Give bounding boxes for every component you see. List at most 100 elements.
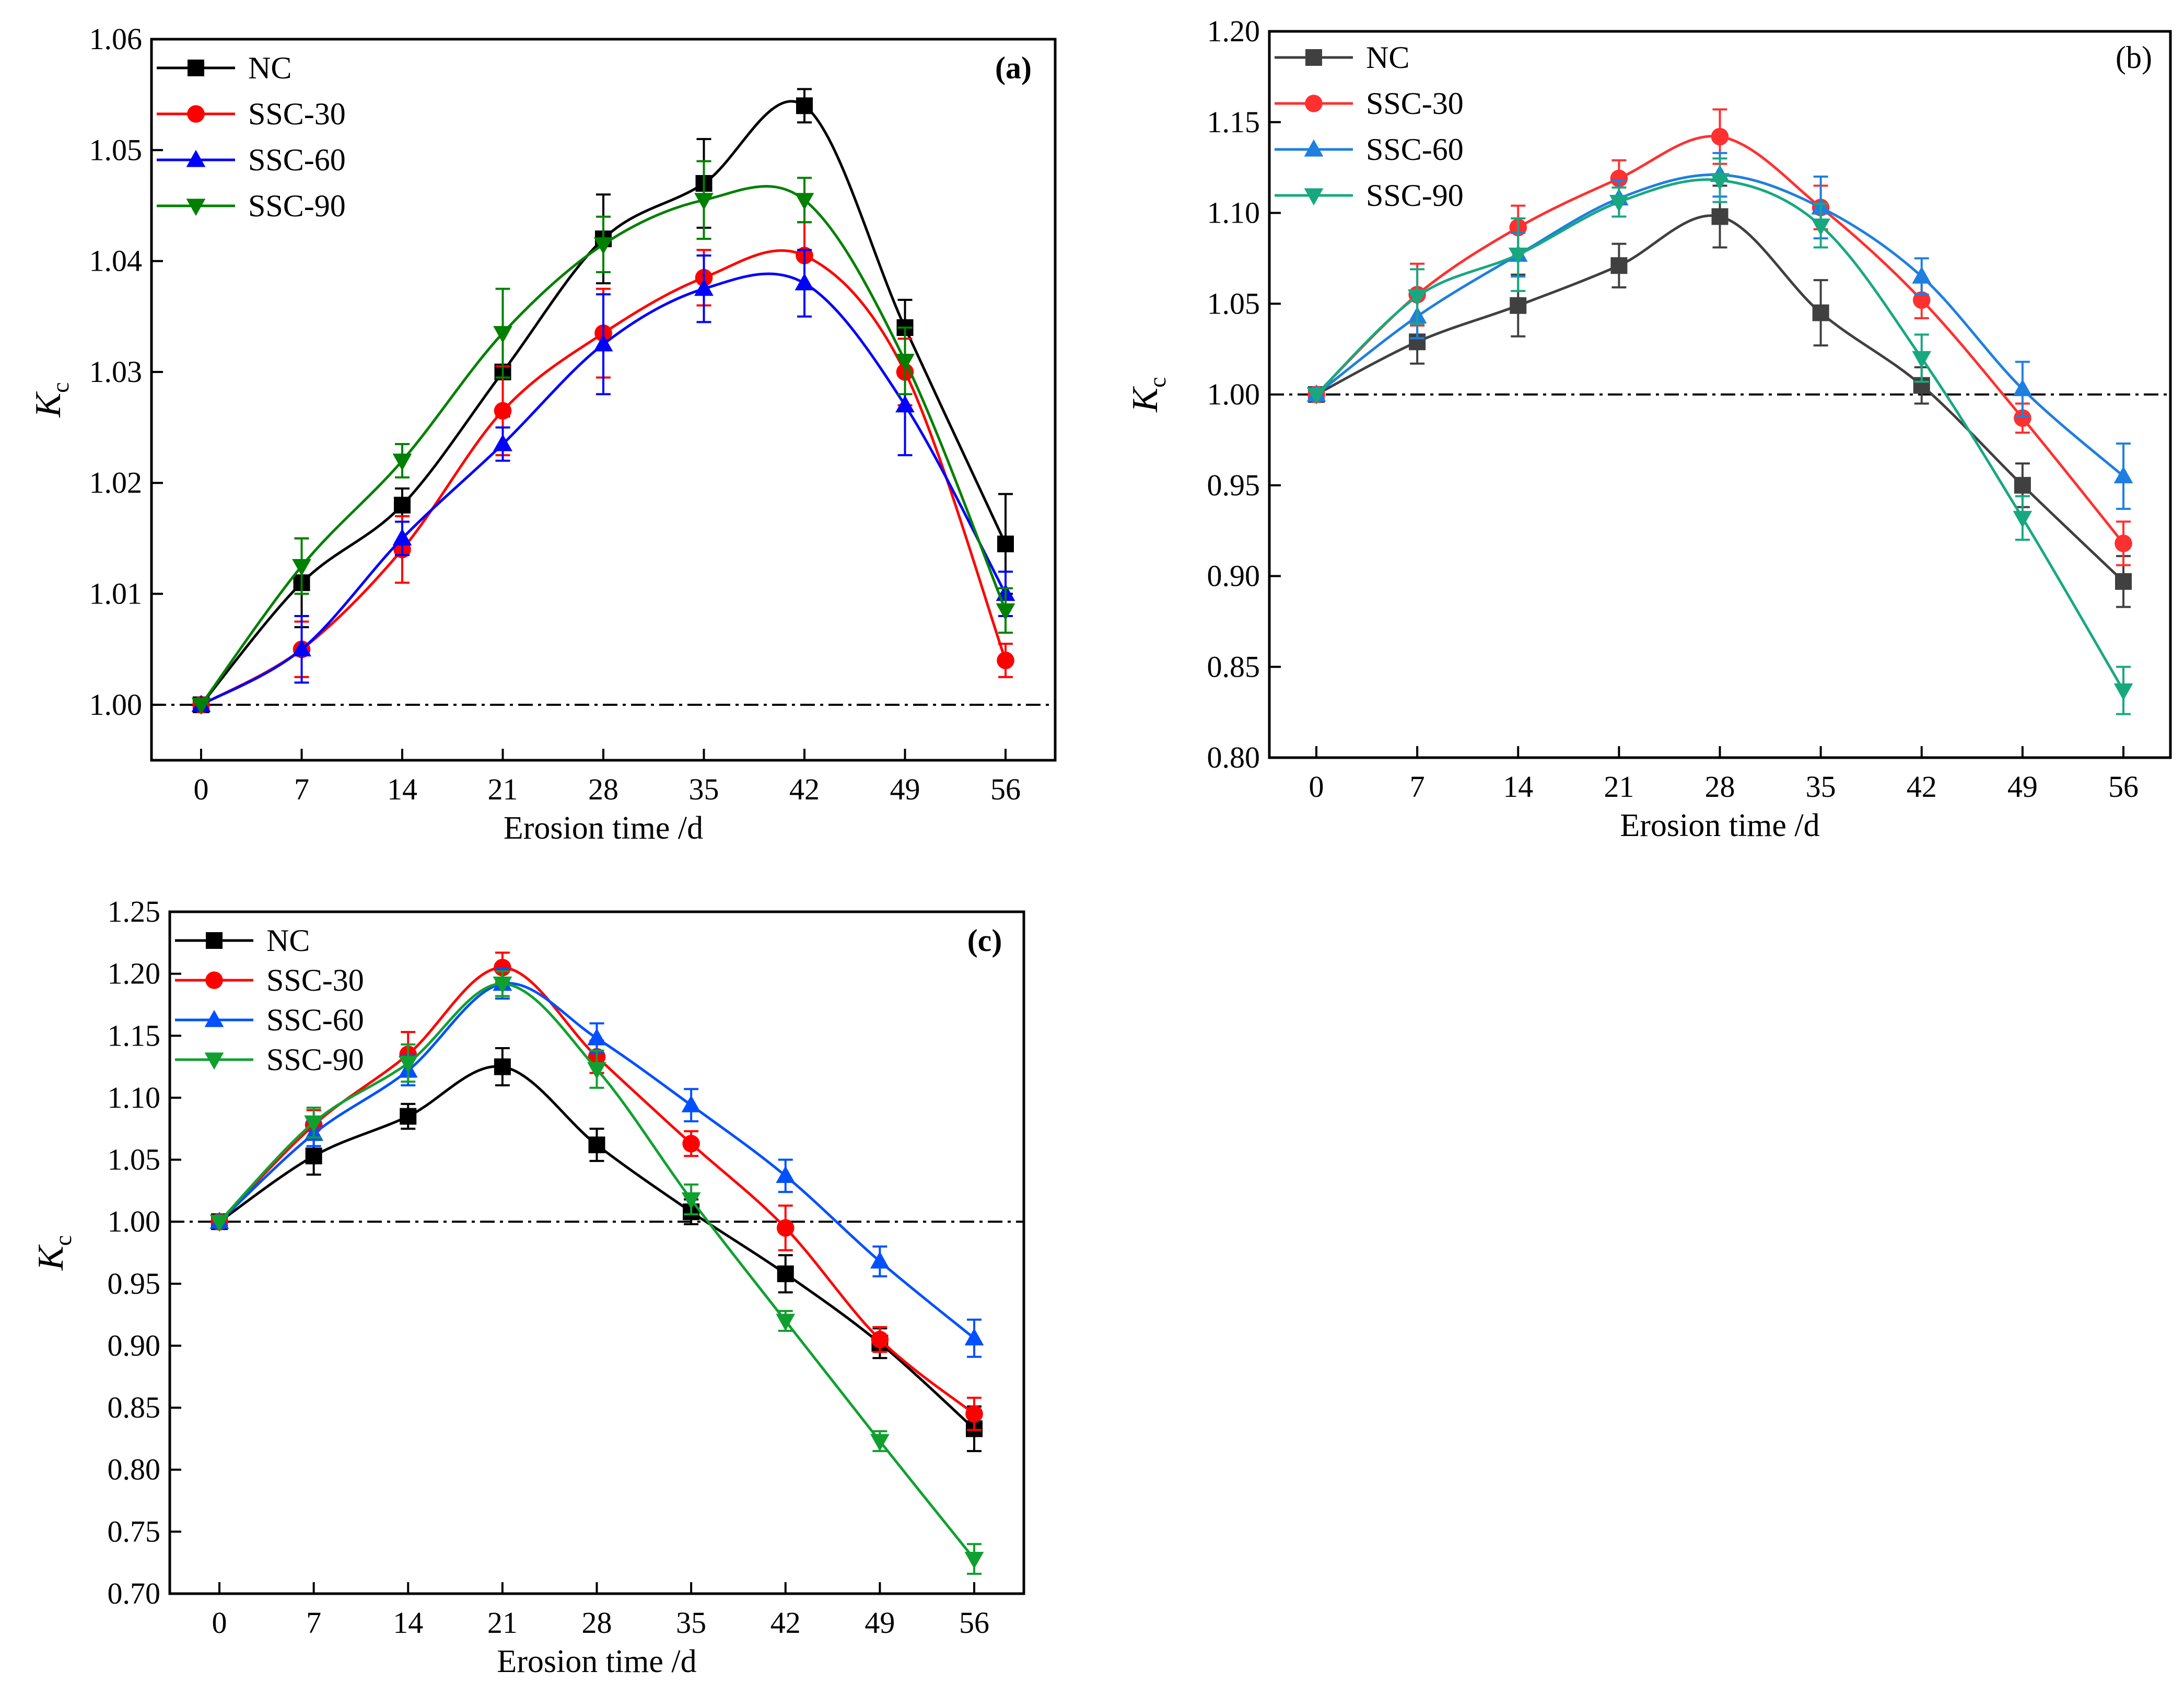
- data-point: [1711, 208, 1728, 225]
- panel-label: (a): [995, 51, 1032, 85]
- data-point: [997, 536, 1014, 552]
- x-tick-label: 0: [212, 1606, 227, 1640]
- data-point: [593, 334, 613, 352]
- y-tick-label: 1.05: [89, 133, 143, 167]
- data-point: [795, 273, 814, 291]
- y-axis-label-subscript: c: [50, 1235, 76, 1246]
- y-tick-label: 1.06: [89, 22, 143, 56]
- y-tick-label: 1.05: [1207, 286, 1260, 320]
- legend-marker: [206, 932, 223, 949]
- data-point: [394, 496, 411, 514]
- legend-marker: [188, 60, 204, 76]
- data-point: [1811, 218, 1831, 236]
- y-axis-label: Kc: [31, 1235, 76, 1271]
- series-line: [200, 100, 1007, 706]
- data-point: [776, 1166, 796, 1183]
- data-point: [191, 698, 211, 715]
- data-point: [996, 603, 1015, 621]
- series-SSC-90: [191, 160, 1015, 715]
- data-point: [587, 1028, 606, 1046]
- series-line: [218, 982, 975, 1560]
- x-tick-label: 28: [582, 1606, 612, 1640]
- panel-b: 0.80 0.85 0.90 0.95 1.00 1.05 1.10 1.15 1.20 0 7 14…: [1125, 14, 2172, 843]
- data-point: [494, 402, 512, 420]
- y-tick-label: 1.00: [1207, 377, 1260, 411]
- series-line: [1315, 214, 2124, 583]
- x-tick-label: 35: [689, 772, 719, 806]
- data-point: [2115, 535, 2132, 552]
- y-tick-label: 0.75: [108, 1514, 161, 1548]
- data-point: [1610, 257, 1628, 274]
- x-tick-label: 21: [487, 1606, 518, 1640]
- data-point: [681, 1192, 701, 1210]
- series-SSC-90: [1306, 157, 2133, 715]
- data-point: [493, 434, 512, 451]
- x-tick-label: 35: [676, 1606, 706, 1640]
- data-point: [997, 652, 1014, 669]
- data-point: [682, 1134, 700, 1153]
- data-point: [870, 1434, 890, 1452]
- data-point: [964, 1551, 984, 1569]
- data-point: [776, 1314, 796, 1331]
- y-tick-label: 1.15: [108, 1018, 161, 1052]
- data-point: [2013, 510, 2033, 528]
- y-tick-label: 1.00: [89, 688, 143, 722]
- legend-label: SSC-90: [248, 189, 346, 223]
- x-tick-label: 14: [1503, 770, 1533, 804]
- x-tick-label: 0: [1309, 770, 1324, 804]
- y-tick-label: 1.04: [89, 244, 143, 278]
- data-point: [870, 1251, 890, 1269]
- x-tick-label: 14: [387, 772, 417, 806]
- series-SSC-60: [191, 249, 1015, 712]
- data-point: [392, 454, 412, 471]
- x-tick-label: 28: [1705, 770, 1735, 804]
- data-point: [292, 559, 311, 576]
- legend-label: SSC-60: [266, 1003, 364, 1037]
- y-tick-label: 1.20: [1207, 14, 1260, 48]
- data-point: [776, 1219, 795, 1237]
- data-point: [398, 1055, 418, 1073]
- data-point: [1407, 289, 1427, 307]
- y-tick-label: 0.90: [1207, 559, 1260, 593]
- legend-marker: [205, 971, 223, 989]
- series-NC: [193, 88, 1014, 713]
- y-tick-label: 0.95: [1207, 468, 1260, 502]
- data-point: [305, 1147, 322, 1165]
- data-point: [796, 97, 813, 114]
- data-point: [1609, 195, 1629, 212]
- data-point: [392, 528, 412, 545]
- x-tick-label: 7: [294, 772, 309, 806]
- data-point: [588, 1136, 605, 1154]
- y-tick-label: 1.10: [108, 1081, 161, 1115]
- series-NC: [1308, 184, 2132, 608]
- data-point: [964, 1328, 984, 1345]
- data-point: [1710, 173, 1730, 191]
- x-tick-label: 49: [865, 1606, 895, 1640]
- x-tick-label: 35: [1806, 770, 1836, 804]
- x-tick-label: 42: [789, 772, 820, 806]
- x-tick-label: 0: [194, 772, 209, 806]
- legend-label: SSC-60: [1366, 132, 1464, 167]
- x-tick-label: 56: [990, 772, 1021, 806]
- y-tick-label: 0.90: [108, 1328, 161, 1362]
- legend-label: NC: [248, 51, 291, 85]
- x-tick-label: 21: [1604, 770, 1634, 804]
- panel-a: 1.00 1.01 1.02 1.03 1.04 1.05 1.06 0 7 14 21 28 35 42…: [28, 22, 1057, 846]
- panel-label: (c): [967, 923, 1002, 958]
- series-SSC-90: [209, 970, 984, 1575]
- data-point: [493, 977, 512, 994]
- data-point: [1711, 127, 1729, 146]
- y-tick-label: 0.80: [108, 1453, 161, 1487]
- data-point: [2113, 466, 2133, 483]
- data-point: [587, 1062, 606, 1080]
- legend-marker: [204, 1052, 224, 1070]
- data-point: [2113, 683, 2133, 701]
- x-tick-label: 21: [488, 772, 518, 806]
- y-tick-label: 1.03: [89, 355, 143, 389]
- data-point: [1912, 266, 1932, 284]
- y-tick-label: 1.25: [108, 895, 161, 928]
- x-tick-label: 49: [2007, 770, 2038, 804]
- legend-label: SSC-30: [1366, 86, 1464, 121]
- x-tick-label: 42: [770, 1606, 801, 1640]
- x-tick-label: 7: [1410, 770, 1425, 804]
